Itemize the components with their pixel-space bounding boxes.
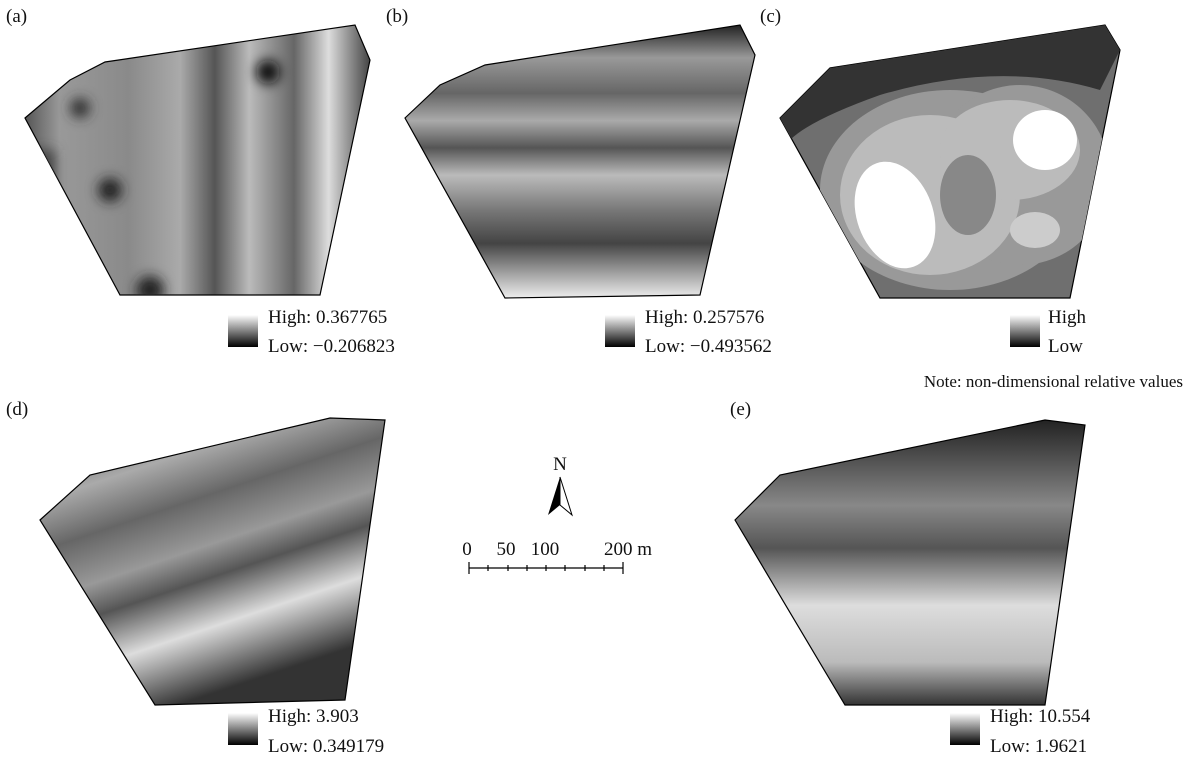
panel-label: (c) — [760, 6, 781, 27]
figure: (a) (b) (c) (d) (e) High: 0.3677 — [0, 0, 1189, 770]
scale-label: 200 m — [604, 539, 652, 560]
legend-ramp — [1010, 315, 1040, 347]
legend-low: Low: −0.493562 — [645, 336, 772, 357]
scale-bar — [469, 562, 623, 574]
legend-high: High: 3.903 — [268, 706, 359, 727]
note: Note: non-dimensional relative values — [924, 372, 1183, 391]
legend-ramp — [228, 713, 258, 745]
map-a — [25, 25, 370, 304]
legend-high: High: 0.257576 — [645, 307, 764, 328]
panel-label: (d) — [6, 399, 28, 420]
legend-low: Low: 0.349179 — [268, 736, 384, 757]
north-arrow — [560, 477, 572, 515]
scale-label: 0 — [462, 539, 472, 560]
field-map — [25, 25, 370, 295]
scale-label: 100 — [531, 539, 560, 560]
legend-ramp — [605, 315, 635, 347]
field-map — [735, 420, 1085, 705]
legend-low: Low — [1048, 336, 1083, 357]
page: {"panels": [ {"label": "(a)", "high": "H… — [0, 0, 1189, 770]
map-c — [780, 25, 1120, 298]
panel-label: (e) — [730, 399, 751, 420]
legend-high: High: 0.367765 — [268, 307, 387, 328]
legend-low: Low: −0.206823 — [268, 336, 395, 357]
panel-label: (a) — [6, 6, 27, 27]
legend-ramp — [228, 315, 258, 347]
legend-ramp — [950, 713, 980, 745]
north-arrow — [548, 477, 560, 515]
field-map — [405, 25, 755, 298]
panel-label: (b) — [386, 6, 408, 27]
scale-label: 50 — [497, 539, 516, 560]
map-contours — [780, 25, 1120, 290]
legend-high: High — [1048, 307, 1087, 328]
legend-low: Low: 1.9621 — [990, 736, 1087, 757]
field-map — [40, 418, 385, 705]
north-label: N — [553, 454, 567, 475]
legend-high: High: 10.554 — [990, 706, 1091, 727]
